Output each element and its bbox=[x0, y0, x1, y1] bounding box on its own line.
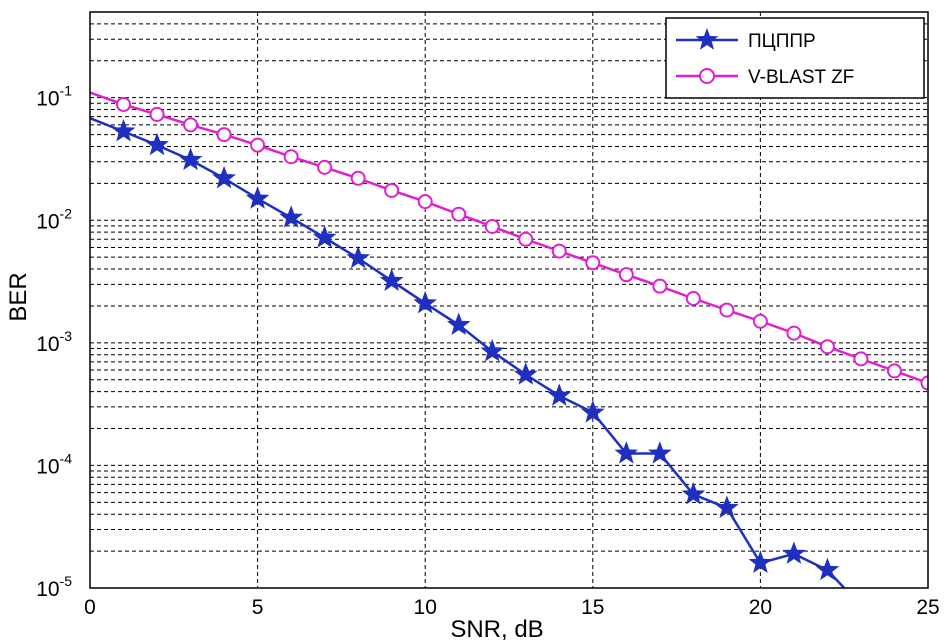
x-tick-label: 20 bbox=[749, 596, 772, 619]
data-point-circle bbox=[417, 194, 433, 210]
data-point-star bbox=[715, 495, 739, 518]
data-point-circle bbox=[451, 206, 467, 222]
data-point-star bbox=[648, 441, 672, 464]
legend: ПЦППР V-BLAST ZF bbox=[665, 17, 925, 99]
legend-box bbox=[665, 17, 925, 99]
data-point-circle bbox=[853, 351, 869, 367]
data-point-star bbox=[413, 290, 438, 314]
data-point-star bbox=[346, 245, 370, 269]
x-tick-label: 0 bbox=[84, 596, 96, 619]
data-point-circle bbox=[585, 255, 601, 271]
tick-labels: 0 5 10 15 20 25 10-1 10-2 10-3 10-4 10-5 bbox=[36, 83, 939, 619]
data-point-circle bbox=[518, 231, 534, 247]
data-point-star bbox=[681, 481, 706, 505]
data-point-star bbox=[312, 225, 337, 248]
data-point-circle bbox=[652, 278, 668, 294]
data-point-circle bbox=[719, 302, 735, 318]
x-tick-label: 15 bbox=[581, 596, 604, 619]
grid bbox=[90, 12, 928, 588]
data-point-circle bbox=[317, 159, 333, 175]
data-point-circle bbox=[752, 313, 768, 329]
series-layer bbox=[90, 91, 928, 588]
data-point-star bbox=[480, 339, 505, 362]
x-axis-label: SNR, dB bbox=[450, 616, 543, 643]
data-point-circle bbox=[116, 96, 132, 112]
data-point-star bbox=[245, 186, 270, 209]
legend-label: V-BLAST ZF bbox=[748, 67, 854, 88]
data-point-star bbox=[547, 383, 572, 406]
data-point-circle bbox=[484, 218, 500, 234]
y-tick-label: 10-5 bbox=[36, 573, 72, 601]
data-point-star bbox=[782, 541, 806, 564]
data-point-star bbox=[178, 147, 203, 171]
data-point-star bbox=[145, 132, 169, 156]
data-point-circle bbox=[551, 243, 567, 259]
x-tick-label: 10 bbox=[414, 596, 437, 619]
data-point-circle bbox=[149, 106, 165, 122]
data-point-circle bbox=[685, 290, 701, 306]
x-tick-label: 5 bbox=[252, 596, 264, 619]
data-point-star bbox=[580, 400, 605, 423]
data-point-circle bbox=[786, 325, 802, 341]
data-point-circle bbox=[216, 127, 232, 143]
series-2 bbox=[90, 91, 928, 391]
data-point-circle bbox=[183, 117, 199, 133]
data-point-circle bbox=[283, 149, 299, 165]
data-point-star bbox=[111, 119, 136, 142]
data-point-star bbox=[212, 165, 236, 189]
y-tick-label: 10-3 bbox=[36, 328, 72, 356]
data-point-star bbox=[513, 362, 538, 385]
legend-label: ПЦППР bbox=[748, 31, 816, 52]
legend-circle-marker bbox=[699, 68, 715, 84]
legend-entry: ПЦППР bbox=[676, 28, 816, 52]
data-point-star bbox=[815, 557, 840, 581]
data-point-circle bbox=[618, 267, 634, 283]
series-1 bbox=[90, 117, 846, 588]
data-point-circle bbox=[886, 363, 902, 379]
legend-entry: V-BLAST ZF bbox=[676, 67, 854, 88]
data-point-circle bbox=[819, 339, 835, 355]
plot-frame bbox=[89, 11, 929, 589]
data-point-circle bbox=[920, 375, 928, 391]
data-point-circle bbox=[384, 182, 400, 198]
plot-background bbox=[90, 12, 928, 588]
data-point-star bbox=[446, 312, 471, 335]
data-point-star bbox=[614, 441, 639, 464]
y-tick-label: 10-2 bbox=[36, 205, 72, 233]
data-point-star bbox=[748, 550, 773, 574]
data-point-circle bbox=[350, 170, 366, 186]
data-point-circle bbox=[250, 137, 266, 153]
legend-star-marker bbox=[695, 28, 719, 50]
y-axis-label: BER bbox=[5, 272, 32, 321]
y-tick-label: 10-1 bbox=[36, 83, 72, 111]
data-point-star bbox=[379, 268, 404, 291]
x-tick-label: 25 bbox=[916, 596, 939, 619]
data-point-star bbox=[279, 205, 303, 228]
y-tick-label: 10-4 bbox=[36, 450, 72, 478]
